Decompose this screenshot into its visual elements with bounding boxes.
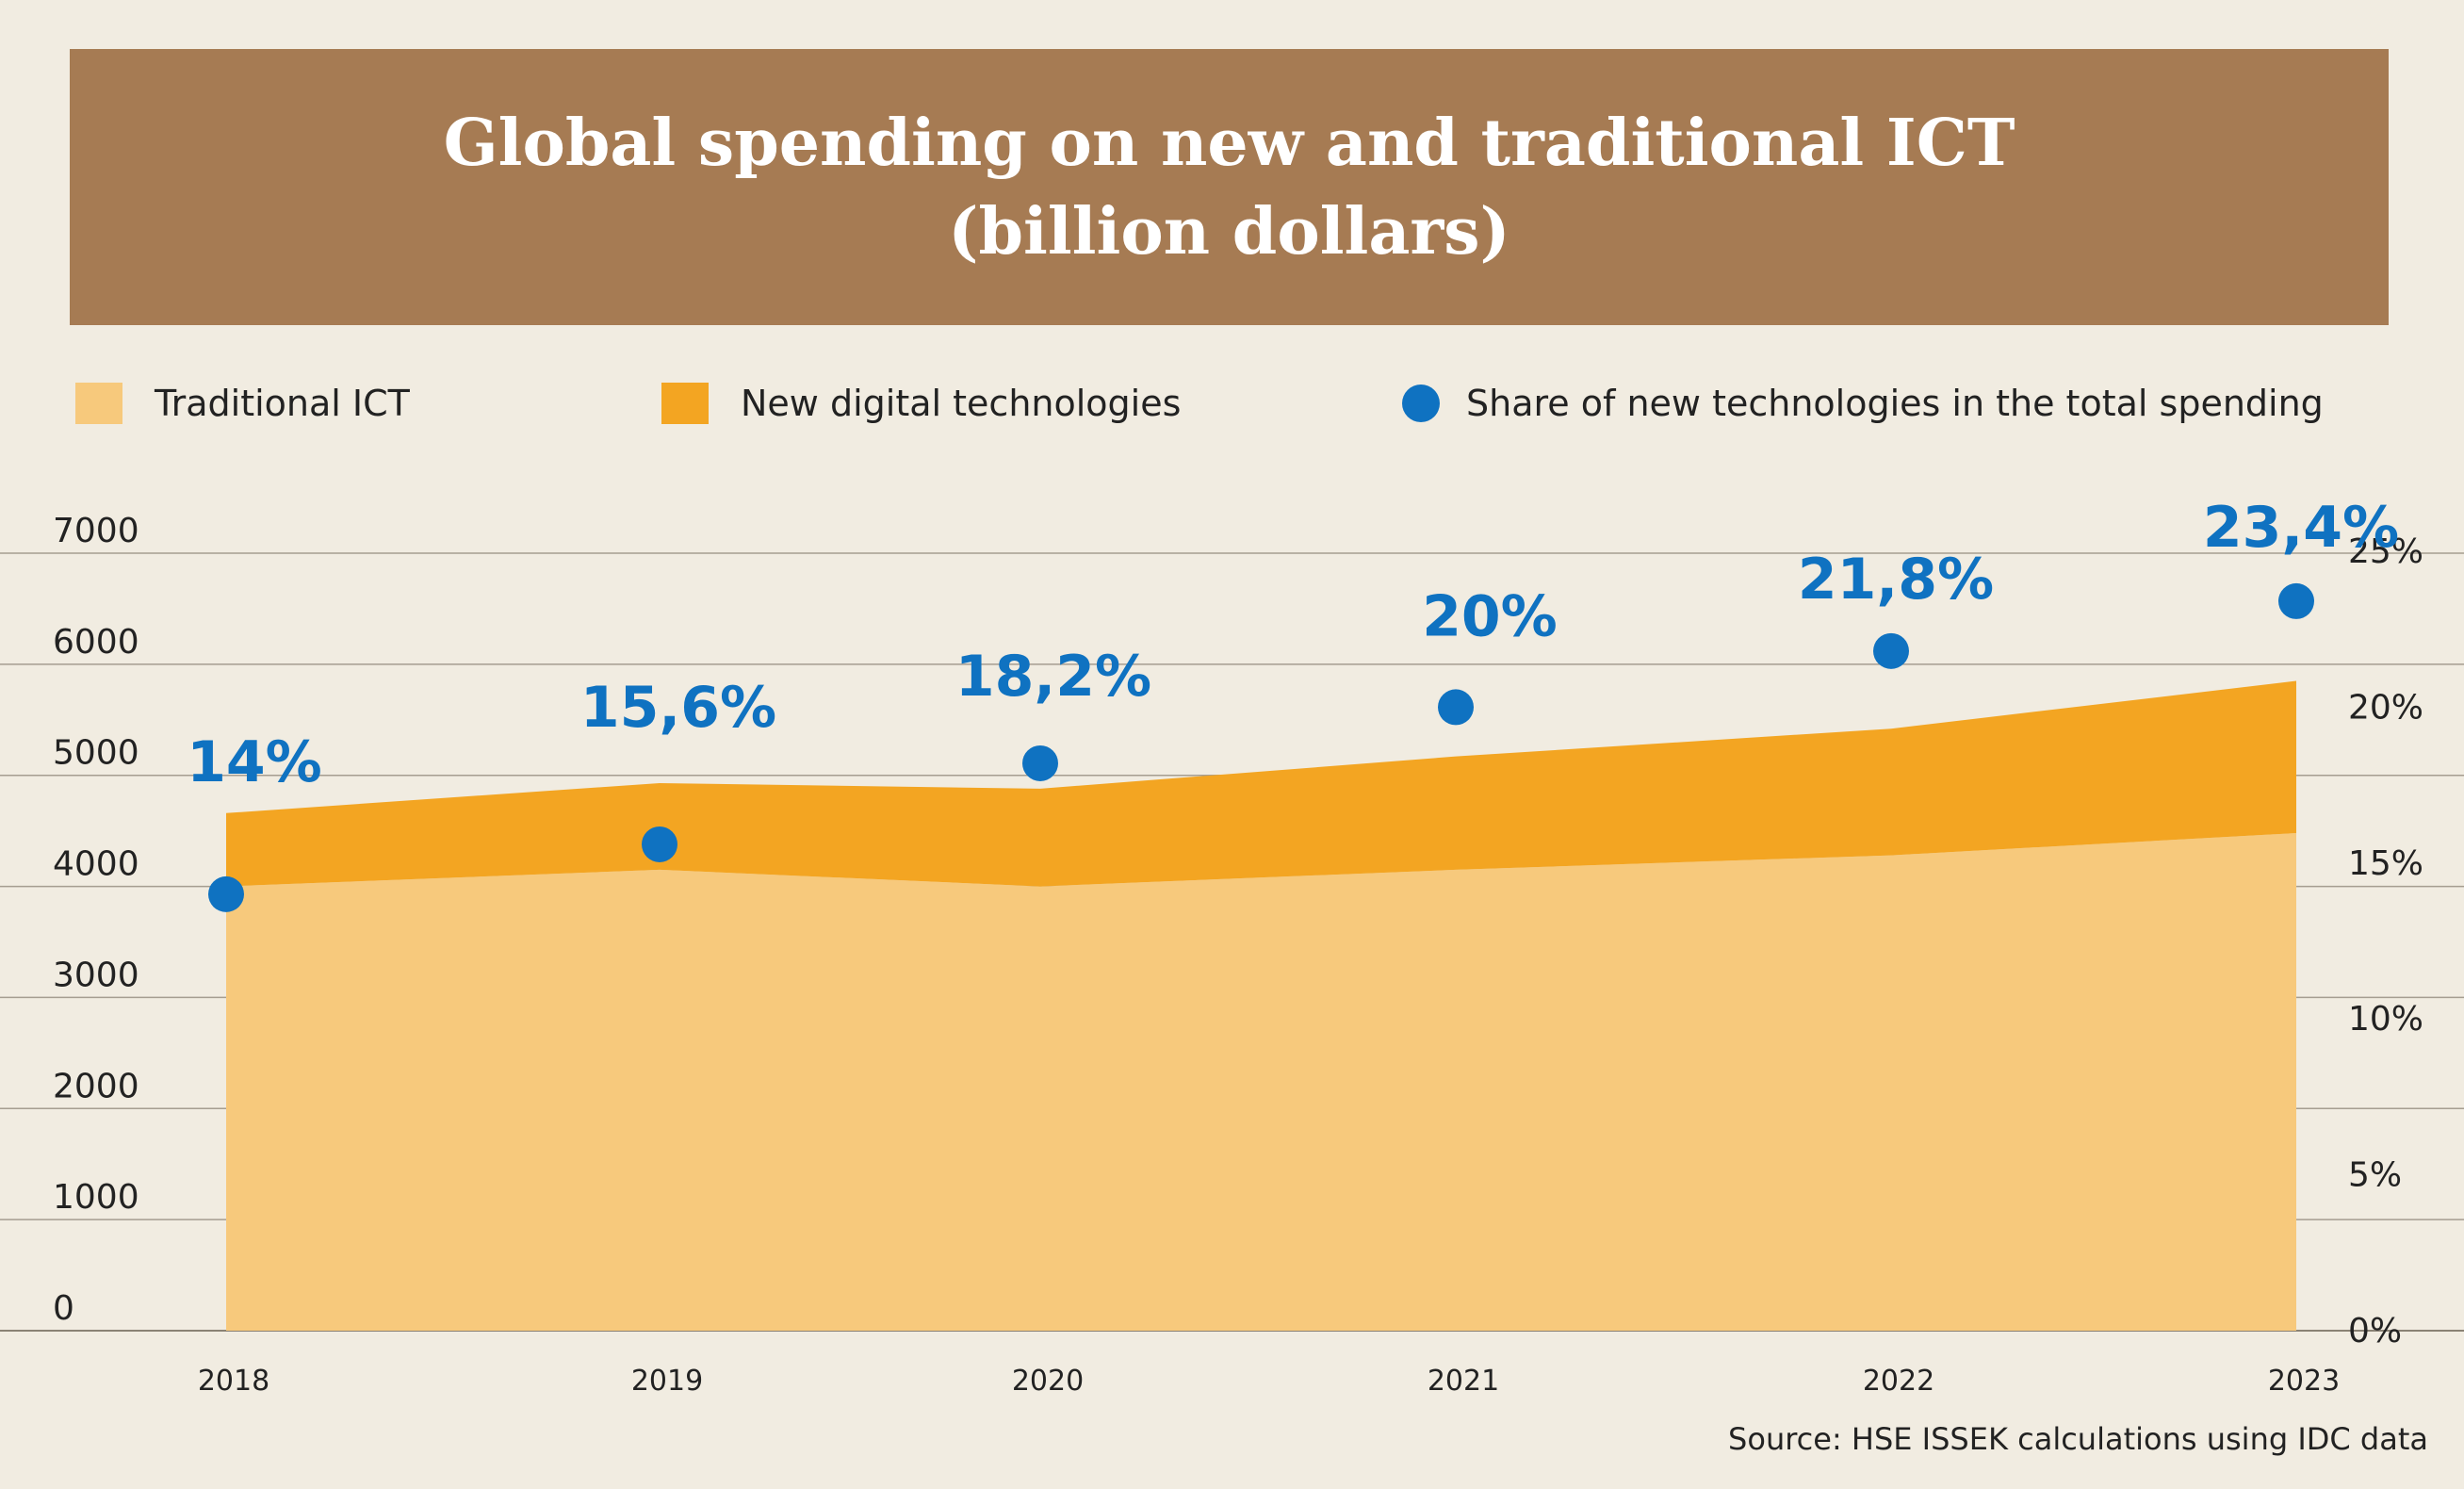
legend-swatch-new-digital bbox=[661, 383, 709, 424]
share-point bbox=[2278, 582, 2314, 619]
y-left-tick-label: 1000 bbox=[53, 1178, 139, 1217]
y-left-tick-label: 7000 bbox=[53, 512, 139, 550]
share-point bbox=[1022, 744, 1058, 781]
chart-title-banner: Global spending on new and traditional I… bbox=[70, 49, 2389, 325]
share-points: 14% 15,6% 18,2% 20% 21,8% 23,4% bbox=[187, 495, 2399, 912]
y-right-tick-label: 10% bbox=[2348, 1000, 2423, 1039]
axis-labels: 0 1000 2000 3000 4000 5000 6000 7000 0% 5% 10% 15% 2… bbox=[53, 512, 2423, 1398]
y-right-tick-label: 20% bbox=[2348, 688, 2423, 727]
share-data-label: 23,4% bbox=[2203, 495, 2399, 561]
y-left-tick-label: 2000 bbox=[53, 1067, 139, 1105]
legend-label-new-digital: New digital technologies bbox=[741, 383, 1182, 424]
y-right-tick-label: 5% bbox=[2348, 1156, 2402, 1195]
legend-label-traditional-ict: Traditional ICT bbox=[155, 383, 410, 424]
share-point bbox=[208, 875, 244, 912]
share-data-label: 21,8% bbox=[1798, 547, 1994, 613]
area-traditional-ict bbox=[226, 833, 2296, 1331]
y-left-tick-label: 4000 bbox=[53, 845, 139, 884]
area-series bbox=[226, 680, 2296, 1331]
share-point bbox=[642, 826, 677, 862]
y-right-tick-label: 15% bbox=[2348, 844, 2423, 883]
chart-title: Global spending on new and traditional I… bbox=[443, 105, 2015, 181]
x-tick-label: 2018 bbox=[198, 1365, 269, 1398]
x-tick-label: 2023 bbox=[2268, 1365, 2340, 1398]
share-point bbox=[1438, 689, 1474, 726]
y-right-tick-label: 25% bbox=[2348, 532, 2423, 571]
x-tick-label: 2021 bbox=[1428, 1365, 1499, 1398]
y-left-tick-label: 3000 bbox=[53, 956, 139, 994]
share-data-label: 15,6% bbox=[580, 675, 776, 741]
share-data-label: 18,2% bbox=[955, 644, 1151, 710]
y-left-tick-label: 6000 bbox=[53, 623, 139, 662]
x-tick-label: 2020 bbox=[1012, 1365, 1084, 1398]
area-new-digital-technologies bbox=[226, 680, 2296, 887]
legend-item-new-digital: New digital technologies bbox=[661, 375, 1181, 432]
source-note: Source: HSE ISSEK calculations using IDC… bbox=[1728, 1421, 2428, 1457]
share-data-label: 14% bbox=[187, 729, 322, 795]
share-point bbox=[1873, 632, 1909, 669]
share-data-label: 20% bbox=[1422, 583, 1558, 649]
y-left-tick-label: 5000 bbox=[53, 734, 139, 773]
legend-item-share: Share of new technologies in the total s… bbox=[1402, 375, 2324, 432]
y-right-tick-label: 0% bbox=[2348, 1312, 2402, 1350]
chart-subtitle: (billion dollars) bbox=[948, 193, 1510, 270]
legend-marker-share bbox=[1402, 385, 1440, 422]
legend-label-share: Share of new technologies in the total s… bbox=[1466, 383, 2324, 424]
legend-swatch-traditional-ict bbox=[75, 383, 122, 424]
y-left-tick-label: 0 bbox=[53, 1289, 74, 1328]
legend-item-traditional-ict: Traditional ICT bbox=[75, 375, 410, 432]
x-tick-label: 2019 bbox=[631, 1365, 703, 1398]
x-tick-label: 2022 bbox=[1863, 1365, 1934, 1398]
